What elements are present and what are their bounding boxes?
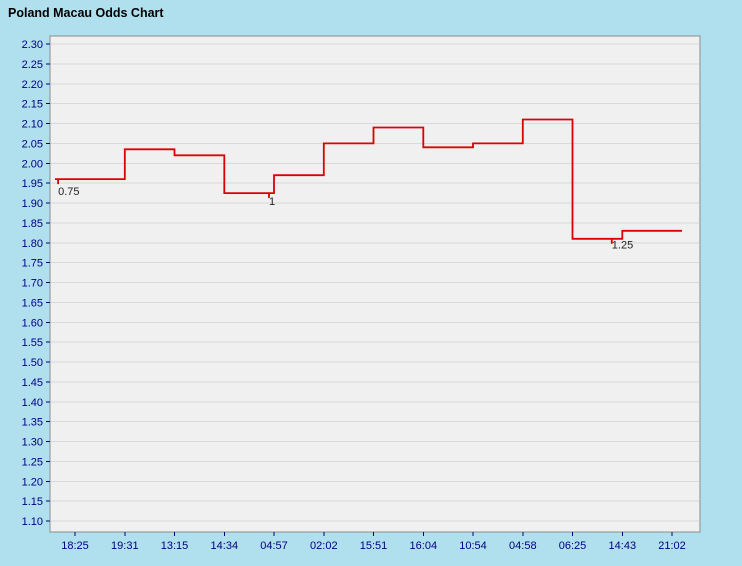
y-axis-label: 2.20 — [22, 79, 43, 91]
y-axis-label: 2.00 — [22, 158, 43, 170]
y-axis-label: 1.65 — [22, 297, 43, 309]
y-axis-label: 2.05 — [22, 138, 43, 150]
y-axis-label: 2.10 — [22, 119, 43, 131]
y-axis-label: 1.70 — [22, 278, 43, 290]
x-axis-label: 13:15 — [161, 540, 189, 552]
chart-title: Poland Macau Odds Chart — [8, 6, 164, 20]
x-axis-label: 14:43 — [609, 540, 637, 552]
y-axis-label: 2.30 — [22, 39, 43, 51]
y-axis-label: 1.95 — [22, 178, 43, 190]
x-axis-label: 04:57 — [260, 540, 288, 552]
x-axis-label: 19:31 — [111, 540, 139, 552]
y-axis-label: 1.20 — [22, 476, 43, 488]
x-axis-label: 18:25 — [61, 540, 89, 552]
y-axis-label: 1.55 — [22, 337, 43, 349]
y-axis-label: 1.80 — [22, 238, 43, 250]
y-axis-label: 1.90 — [22, 198, 43, 210]
y-axis-label: 2.15 — [22, 99, 43, 111]
y-axis-label: 2.25 — [22, 59, 43, 71]
x-axis-label: 16:04 — [410, 540, 438, 552]
handicap-annotation: 1 — [269, 196, 275, 208]
x-axis-label: 10:54 — [459, 540, 487, 552]
y-axis-label: 1.60 — [22, 317, 43, 329]
y-axis-label: 1.15 — [22, 496, 43, 508]
plot-area — [49, 35, 701, 533]
x-axis-label: 21:02 — [658, 540, 686, 552]
y-axis-label: 1.85 — [22, 218, 43, 230]
y-axis-label: 1.35 — [22, 417, 43, 429]
handicap-annotation: 0.75 — [58, 186, 79, 198]
x-axis-label: 04:58 — [509, 540, 537, 552]
y-axis-label: 1.75 — [22, 258, 43, 270]
y-axis-label: 1.30 — [22, 437, 43, 449]
y-axis-label: 1.50 — [22, 357, 43, 369]
y-axis-label: 1.25 — [22, 456, 43, 468]
y-axis-label: 1.10 — [22, 516, 43, 528]
odds-line — [55, 118, 682, 240]
x-axis-label: 14:34 — [211, 540, 239, 552]
x-axis-label: 06:25 — [559, 540, 587, 552]
odds-chart: 2.30 2.25 2.20 2.15 2.10 2.05 2.00 1.95 1.90 1.85… — [22, 35, 701, 552]
y-axis-label: 1.45 — [22, 377, 43, 389]
handicap-annotation: 1.25 — [612, 240, 633, 252]
x-axis-label: 15:51 — [360, 540, 388, 552]
y-axis-label: 1.40 — [22, 397, 43, 409]
x-axis-label: 02:02 — [310, 540, 338, 552]
